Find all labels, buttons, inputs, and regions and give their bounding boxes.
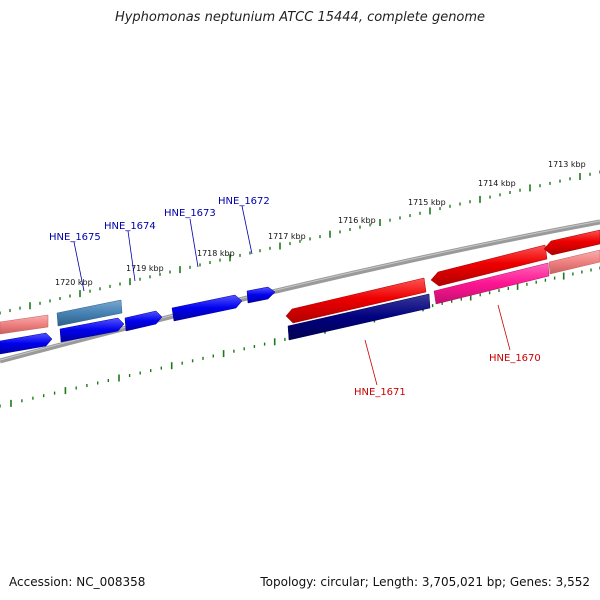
genome-summary: Topology: circular; Length: 3,705,021 bp… [260,575,590,589]
gene-arrow-partial-left-blue [0,332,53,355]
gene-label-hne-1675: HNE_1675 [49,232,101,243]
gene-arrow-hne-1675 [56,299,123,327]
gene-label-hne-1672: HNE_1672 [218,196,270,207]
leader-hne-1670 [497,304,511,351]
leader-hne-1674 [127,230,136,282]
gene-arrow-hne-1670 [433,262,550,305]
gene-label-hne-1670: HNE_1670 [489,353,541,364]
gene-label-hne-1671: HNE_1671 [354,387,406,398]
gene-label-leaders [73,205,511,386]
leader-hne-1672 [241,205,253,255]
kbp-label: 1716 kbp [338,216,376,225]
gene-label-hne-1673: HNE_1673 [164,208,216,219]
kbp-label: 1720 kbp [55,278,93,287]
gene-arrow-partial-left [0,314,49,335]
genome-backbone [0,219,600,364]
outer-tick-ring [0,170,600,315]
gene-arrow-hne-1675-b [59,317,125,343]
gene-arrow-hne-1671-b [430,244,548,287]
accession-label: Accession: NC_008358 [9,575,146,589]
gene-arrow-hne-1671-reverse [287,293,431,341]
kbp-label: 1717 kbp [268,232,306,241]
gene-labels: HNE_1675 HNE_1674 HNE_1673 HNE_1672 HNE_… [49,196,541,398]
gene-arrow-hne-1671 [285,277,427,324]
leader-hne-1673 [189,218,199,268]
gene-arrow-hne-1672 [246,286,276,304]
gene-label-hne-1674: HNE_1674 [104,221,156,232]
map-title: Hyphomonas neptunium ATCC 15444, complet… [114,10,486,25]
forward-strand-genes [0,229,600,335]
kbp-label: 1715 kbp [408,198,446,207]
reverse-strand-genes [0,249,600,355]
kbp-label: 1719 kbp [126,264,164,273]
kbp-label: 1714 kbp [478,179,516,188]
leader-hne-1675 [73,241,85,292]
gene-arrow-hne-1674 [124,310,163,332]
kbp-label: 1713 kbp [548,160,586,169]
kbp-labels: 1713 kbp 1714 kbp 1715 kbp 1716 kbp 1717… [55,160,586,287]
leader-hne-1671 [364,339,378,386]
gene-arrow-partial-right-pink [548,249,600,275]
kbp-label: 1718 kbp [197,249,235,258]
gene-arrow-hne-1673 [171,294,243,322]
gene-arrow-partial-right [543,229,600,256]
